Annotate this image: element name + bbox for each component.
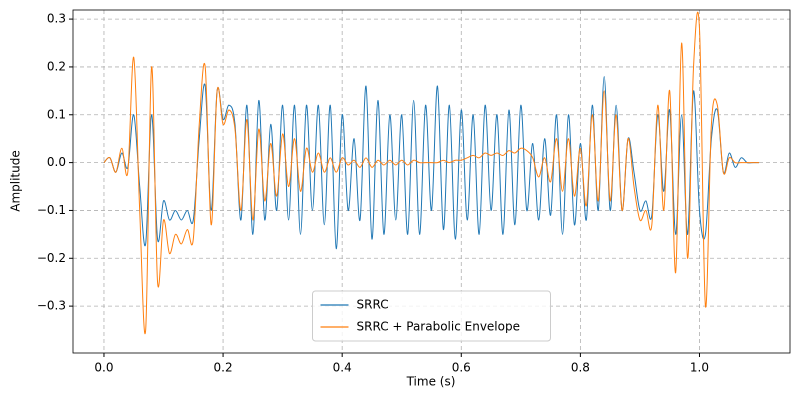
- x-axis-label: Time (s): [406, 375, 456, 389]
- legend-label: SRRC: [357, 298, 389, 312]
- y-tick-label: −0.3: [37, 299, 66, 313]
- y-tick-label: 0.1: [47, 107, 66, 121]
- series-line: [103, 11, 760, 334]
- x-tick-label: 1.0: [690, 361, 709, 375]
- legend: SRRC SRRC + Parabolic Envelope: [312, 290, 551, 342]
- x-tick-label: 0.8: [571, 361, 590, 375]
- legend-label: SRRC + Parabolic Envelope: [357, 320, 520, 334]
- y-tick-label: 0.2: [47, 59, 66, 73]
- y-tick-label: 0.3: [47, 12, 66, 26]
- y-axis-label: Amplitude: [9, 150, 23, 212]
- y-tick-label: −0.1: [37, 203, 66, 217]
- y-tick-label: 0.0: [47, 155, 66, 169]
- y-tick-label: −0.2: [37, 251, 66, 265]
- x-tick-label: 0.2: [214, 361, 233, 375]
- x-tick-label: 0.0: [94, 361, 113, 375]
- series-line: [103, 75, 760, 250]
- plot-frame: [72, 9, 791, 354]
- legend-box: [312, 290, 551, 342]
- x-tick-label: 0.6: [452, 361, 471, 375]
- x-tick-label: 0.4: [333, 361, 352, 375]
